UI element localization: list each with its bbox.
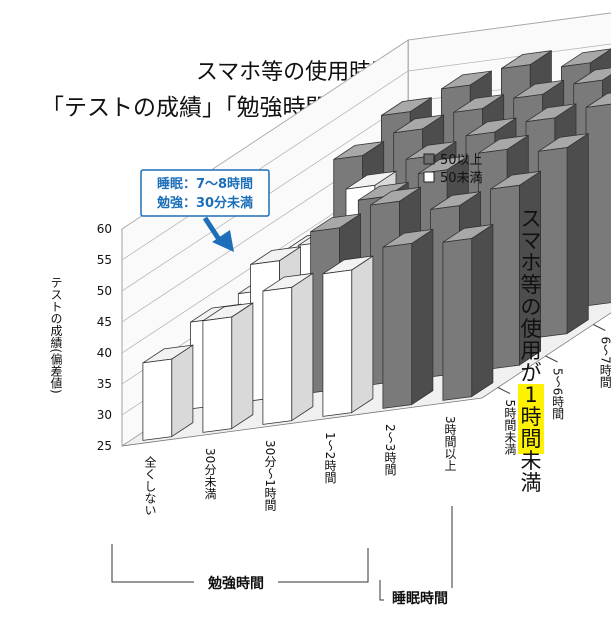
x-tick-label: 30分〜1時間 bbox=[263, 440, 277, 511]
bar-side bbox=[352, 256, 373, 413]
bar-side bbox=[292, 273, 313, 420]
side-caption-char: ス bbox=[521, 207, 542, 231]
legend-label-lt50: 50未満 bbox=[440, 171, 483, 186]
bar-front bbox=[443, 239, 472, 401]
x-tick-label: 全くしない bbox=[143, 455, 157, 516]
bar bbox=[383, 229, 433, 408]
x-tick-label: 2〜3時間 bbox=[383, 424, 397, 475]
side-caption-char: 等 bbox=[521, 273, 542, 297]
x-axis-title: 勉強時間 bbox=[207, 575, 264, 592]
y-axis-title: テストの成績(偏差値) bbox=[49, 276, 63, 393]
side-caption-char: ホ bbox=[521, 251, 542, 275]
z-tick-label: 6〜7時間 bbox=[598, 337, 611, 388]
side-caption-char: 未 bbox=[521, 449, 542, 473]
bar bbox=[586, 90, 611, 306]
side-caption-char: が bbox=[521, 361, 542, 385]
callout-line2: 勉強：30分未満 bbox=[156, 195, 253, 211]
bar bbox=[323, 256, 373, 416]
y-tick-label: 50 bbox=[97, 284, 112, 298]
bar-side bbox=[472, 225, 493, 397]
bar bbox=[263, 273, 313, 424]
side-caption-char: の bbox=[521, 295, 542, 319]
side-caption-char: 間 bbox=[521, 427, 542, 451]
side-caption-char: 時 bbox=[521, 405, 542, 429]
bar-front bbox=[538, 148, 567, 338]
x-tick-label: 1〜2時間 bbox=[323, 432, 337, 483]
bar-front bbox=[491, 185, 520, 369]
z-tick bbox=[546, 356, 558, 362]
side-caption-char: マ bbox=[521, 229, 542, 253]
bar-front bbox=[586, 104, 611, 306]
bar-side bbox=[567, 134, 588, 334]
bar-front bbox=[323, 270, 352, 416]
side-caption-char: 満 bbox=[521, 471, 542, 495]
side-caption-char: 使 bbox=[521, 317, 542, 341]
bar bbox=[203, 303, 253, 432]
y-tick-label: 30 bbox=[97, 408, 112, 422]
z-tick-label: 5時間未満 bbox=[503, 400, 517, 456]
z-tick-label: 5〜6時間 bbox=[551, 368, 565, 419]
side-caption-char: 用 bbox=[521, 339, 542, 363]
bar bbox=[443, 225, 493, 401]
bar bbox=[538, 134, 588, 338]
side-caption-char: 1 bbox=[524, 383, 537, 407]
x-tick-label: 3時間以上 bbox=[443, 416, 457, 472]
y-tick-label: 35 bbox=[97, 377, 112, 391]
z-axis-bracket bbox=[380, 506, 452, 600]
bar-front bbox=[203, 317, 232, 432]
bar-front bbox=[263, 287, 292, 424]
x-tick-label: 30分未満 bbox=[203, 448, 217, 500]
legend-swatch-ge50 bbox=[424, 154, 434, 164]
legend-label-ge50: 50以上 bbox=[440, 153, 483, 168]
bar-side bbox=[232, 303, 253, 429]
callout-line1: 睡眠：7〜8時間 bbox=[157, 176, 253, 192]
legend-swatch-lt50 bbox=[424, 172, 434, 182]
y-tick-label: 40 bbox=[97, 346, 112, 360]
bar-side bbox=[412, 229, 433, 404]
bar-front bbox=[383, 243, 412, 408]
z-tick bbox=[498, 388, 510, 394]
y-tick-label: 55 bbox=[97, 253, 112, 267]
y-tick-label: 25 bbox=[97, 439, 112, 453]
bar-front bbox=[143, 359, 172, 440]
y-tick-label: 45 bbox=[97, 315, 112, 329]
bar bbox=[143, 345, 193, 440]
z-tick bbox=[593, 325, 605, 331]
bar-side bbox=[172, 345, 193, 437]
y-tick-label: 60 bbox=[97, 222, 112, 236]
z-axis-title: 睡眠時間 bbox=[392, 590, 448, 607]
